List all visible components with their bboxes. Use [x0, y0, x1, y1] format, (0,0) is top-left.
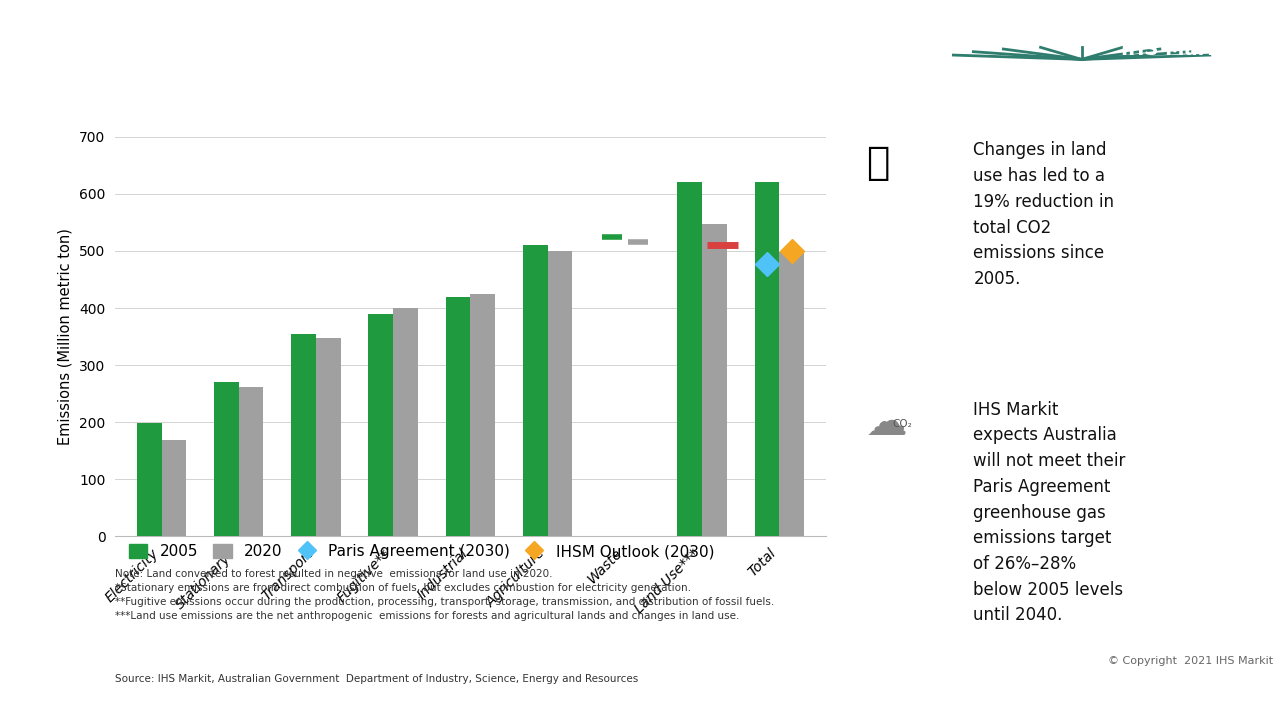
Circle shape: [915, 44, 1248, 75]
Text: Australian greenhouse gas emissions: Australian greenhouse gas emissions: [28, 24, 671, 53]
Bar: [445, 297, 471, 536]
Bar: [214, 382, 239, 536]
Text: Changes in land
use has led to a
19% reduction in
total CO2
emissions since
2005: Changes in land use has led to a 19% red…: [974, 141, 1115, 288]
Bar: [548, 251, 572, 536]
Text: Information contained in this graphic is contained in the IHS Markit Asia Pacifi: Information contained in this graphic is…: [195, 690, 1085, 705]
Text: Source: IHS Markit, Australian Government  Department of Industry, Science, Ener: Source: IHS Markit, Australian Governmen…: [115, 674, 639, 684]
Text: Acceleration  required  to  meet  Paris  Agreement: Acceleration required to meet Paris Agre…: [28, 76, 588, 96]
Bar: [393, 308, 417, 536]
Y-axis label: Emissions (Million metric ton): Emissions (Million metric ton): [58, 228, 72, 445]
Text: IHS Markit: IHS Markit: [1121, 40, 1236, 59]
Bar: [755, 182, 780, 536]
Bar: [137, 423, 161, 536]
Bar: [471, 294, 495, 536]
Text: IHS Markit
expects Australia
will not meet their
Paris Agreement
greenhouse gas
: IHS Markit expects Australia will not me…: [974, 401, 1126, 624]
Bar: [524, 246, 548, 536]
Text: 🌿: 🌿: [867, 144, 890, 182]
Text: CO₂: CO₂: [892, 418, 911, 428]
Text: Note: Land converted to forest resulted in negative  emissions for land use in 2: Note: Land converted to forest resulted …: [115, 569, 774, 621]
Legend: 2005, 2020, Paris Agreement (2030), IHSM Outlook (2030): 2005, 2020, Paris Agreement (2030), IHSM…: [123, 538, 721, 565]
Text: ®: ®: [1247, 27, 1258, 37]
Bar: [780, 252, 804, 536]
Bar: [369, 314, 393, 536]
Text: ☁: ☁: [867, 402, 908, 444]
Bar: [316, 338, 340, 536]
Bar: [292, 334, 316, 536]
Bar: [239, 387, 264, 536]
Bar: [677, 182, 701, 536]
Bar: [161, 441, 187, 536]
Text: © Copyright  2021 IHS Markit: © Copyright 2021 IHS Markit: [1108, 656, 1274, 666]
Bar: [701, 224, 727, 536]
